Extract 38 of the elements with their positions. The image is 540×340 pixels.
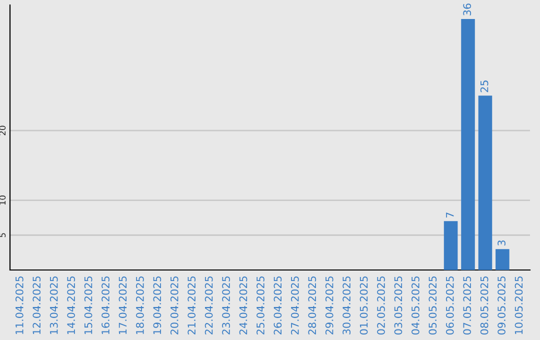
bar: [496, 249, 510, 270]
x-tick-label: 04.05.2025: [412, 276, 420, 335]
x-tick-label: 08.05.2025: [480, 276, 488, 335]
x-tick-label: 21.04.2025: [188, 276, 196, 334]
bar: [478, 96, 492, 270]
x-tick-label: 01.05.2025: [360, 276, 368, 335]
x-tick-label: 26.04.2025: [274, 276, 282, 334]
x-tick-label: 05.05.2025: [428, 276, 437, 335]
x-tick-label: 30.04.2025: [342, 276, 351, 334]
x-tick-label: 25.04.2025: [256, 276, 264, 334]
x-tick-label: 18.04.2025: [136, 276, 144, 334]
data-label: 3: [498, 240, 506, 246]
x-tick-label: 09.05.2025: [498, 276, 506, 335]
x-tick-label: 13.04.2025: [50, 276, 58, 334]
x-tick-label: 29.04.2025: [325, 276, 334, 334]
x-tick-label: 27.04.2025: [290, 276, 299, 334]
x-tick-label: 24.04.2025: [239, 276, 248, 334]
x-tick-label: 20.04.2025: [170, 276, 178, 334]
x-tick-label: 02.05.2025: [377, 276, 385, 335]
bar: [461, 18, 475, 270]
x-tick-label: 14.04.2025: [67, 276, 76, 334]
x-tick-label: 12.04.2025: [32, 276, 41, 334]
x-tick-label: 11.04.2025: [15, 276, 24, 334]
data-label: 25: [480, 80, 488, 92]
data-label: 36: [463, 4, 472, 16]
data-label: 7: [446, 212, 454, 218]
x-tick-label: 15.04.2025: [84, 276, 92, 334]
bar: [444, 221, 458, 270]
x-tick-label: 03.05.2025: [394, 276, 402, 335]
x-tick-label: 07.05.2025: [463, 276, 472, 335]
x-tick-label: 17.04.2025: [118, 276, 127, 334]
x-tick-label: 16.04.2025: [102, 276, 110, 334]
x-tick-label: 23.04.2025: [222, 276, 230, 334]
x-tick-label: 10.05.2025: [514, 276, 523, 334]
x-tick-label: 28.04.2025: [308, 276, 316, 334]
x-tick-label: 22.04.2025: [204, 276, 213, 334]
x-tick-label: 06.05.2025: [446, 276, 454, 335]
x-tick-label: 19.04.2025: [153, 276, 162, 334]
